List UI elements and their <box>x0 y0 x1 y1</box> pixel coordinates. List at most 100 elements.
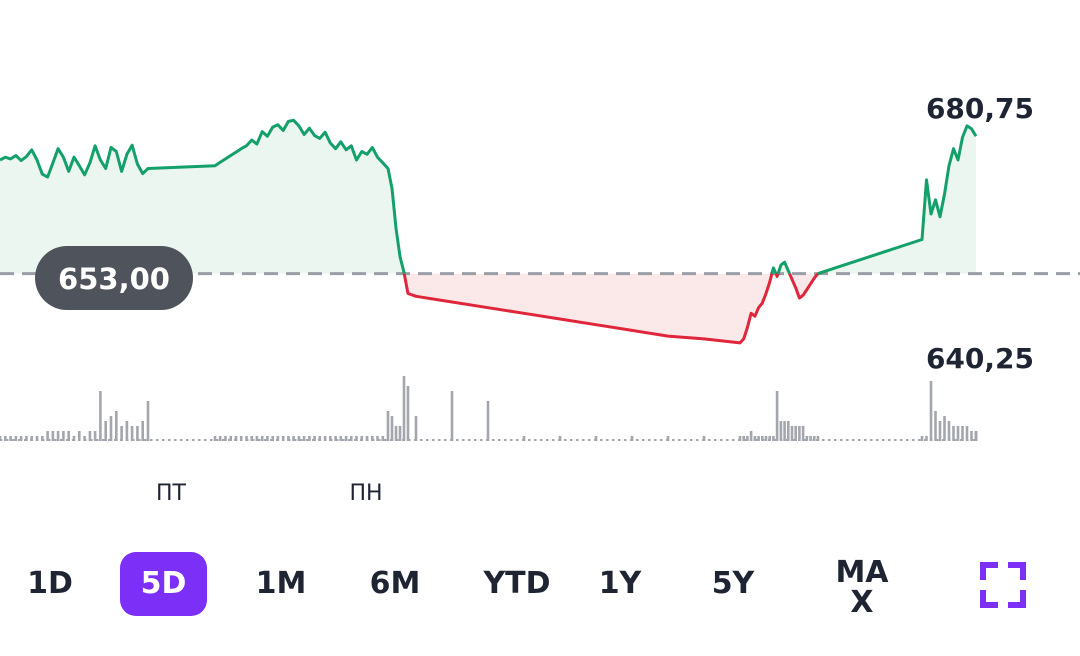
y-min-label: 640,25 <box>926 342 1034 375</box>
volume-baseline-dot <box>90 439 93 441</box>
volume-bar <box>956 426 960 441</box>
volume-baseline-dot <box>480 439 483 441</box>
volume-baseline-dot <box>420 439 423 441</box>
volume-bar <box>768 436 771 441</box>
volume-bar <box>398 426 402 441</box>
volume-baseline-dot <box>102 439 105 441</box>
reference-label: 653,00 <box>58 262 170 296</box>
volume-baseline-dot <box>588 439 591 441</box>
volume-bar <box>757 436 760 441</box>
volume-bars <box>0 376 978 441</box>
volume-bar <box>965 426 969 441</box>
volume-baseline-dot <box>942 439 945 441</box>
volume-bar <box>339 436 343 441</box>
volume-bar <box>764 436 768 441</box>
volume-baseline-dot <box>828 439 831 441</box>
volume-bar <box>486 401 490 441</box>
volume-bar <box>355 436 358 441</box>
volume-baseline-dot <box>900 439 903 441</box>
y-max-label: 680,75 <box>926 92 1034 125</box>
volume-bar <box>83 436 86 441</box>
volume-baseline-dot <box>450 439 453 441</box>
volume-baseline-dot <box>198 439 201 441</box>
loss-area <box>404 273 772 343</box>
volume-baseline-dot <box>924 439 927 441</box>
volume-baseline-dot <box>240 439 243 441</box>
volume-bar <box>402 376 406 441</box>
volume-baseline-dot <box>216 439 219 441</box>
volume-baseline-dot <box>222 439 225 441</box>
volume-baseline-dot <box>594 439 597 441</box>
volume-bar <box>772 436 775 441</box>
volume-bar <box>334 436 337 441</box>
volume-bar <box>952 426 955 441</box>
volume-baseline-dot <box>840 439 843 441</box>
volume-baseline-dot <box>552 439 555 441</box>
volume-baseline-dot <box>570 439 573 441</box>
volume-baseline-dot <box>294 439 297 441</box>
volume-baseline-dot <box>756 439 759 441</box>
fullscreen-icon[interactable] <box>980 562 1026 608</box>
volume-bar <box>798 426 801 441</box>
volume-bar <box>245 436 248 441</box>
period-1y-button[interactable]: 1Y <box>598 566 642 601</box>
volume-bar <box>19 436 23 441</box>
volume-baseline-dot <box>564 439 567 441</box>
volume-bar <box>805 436 809 441</box>
gain-area <box>818 125 976 274</box>
volume-baseline-dot <box>360 439 363 441</box>
volume-bar <box>104 421 107 441</box>
volume-baseline-dot <box>42 439 45 441</box>
period-1d-button[interactable]: 1D <box>27 566 73 601</box>
volume-bar <box>313 436 316 441</box>
volume-bar <box>255 436 259 441</box>
volume-baseline-dot <box>816 439 819 441</box>
price-lines <box>0 118 978 345</box>
volume-baseline-dot <box>306 439 309 441</box>
volume-baseline-dot <box>444 439 447 441</box>
volume-baseline-dot <box>252 439 255 441</box>
volume-baseline-dot <box>612 439 615 441</box>
volume-bar <box>801 426 805 441</box>
volume-bar <box>14 436 18 441</box>
period-5y-button[interactable]: 5Y <box>711 566 755 601</box>
price-line-up <box>817 124 978 276</box>
volume-bar <box>929 381 933 441</box>
volume-baseline-dot <box>660 439 663 441</box>
volume-baseline-dot <box>894 439 897 441</box>
volume-baseline-dot <box>882 439 885 441</box>
volume-baseline-dot <box>948 439 951 441</box>
volume-baseline-dot <box>246 439 249 441</box>
period-6m-button[interactable]: 6M <box>369 566 421 601</box>
volume-baseline-dot <box>630 439 633 441</box>
volume-bar <box>414 416 418 441</box>
volume-baseline-dot <box>780 439 783 441</box>
volume-baseline-dot <box>462 439 465 441</box>
volume-baseline-dot <box>0 439 3 441</box>
period-5d-button[interactable]: 5D <box>120 552 207 616</box>
volume-bar <box>287 436 290 441</box>
period-max-button[interactable]: MAX <box>835 555 889 620</box>
volume-baseline-dot <box>672 439 675 441</box>
volume-baseline-dot <box>810 439 813 441</box>
volume-baseline-dot <box>870 439 873 441</box>
volume-baseline-dot <box>738 439 741 441</box>
volume-baseline-dot <box>720 439 723 441</box>
reference-pill <box>35 246 193 310</box>
volume-baseline-dot <box>858 439 861 441</box>
volume-baseline-dot <box>798 439 801 441</box>
volume-bar <box>558 436 562 441</box>
volume-bar <box>390 416 394 441</box>
period-1m-button[interactable]: 1M <box>255 566 307 601</box>
volume-baseline-dot <box>408 439 411 441</box>
volume-baseline-dot <box>636 439 639 441</box>
volume-bar <box>146 401 150 441</box>
volume-baseline-dot <box>714 439 717 441</box>
volume-bar <box>0 436 2 441</box>
volume-baseline-dot <box>486 439 489 441</box>
period-ytd-button[interactable]: YTD <box>483 566 551 601</box>
volume-baseline-dot <box>84 439 87 441</box>
volume-baseline-dot <box>60 439 63 441</box>
volume-baseline-dot <box>852 439 855 441</box>
